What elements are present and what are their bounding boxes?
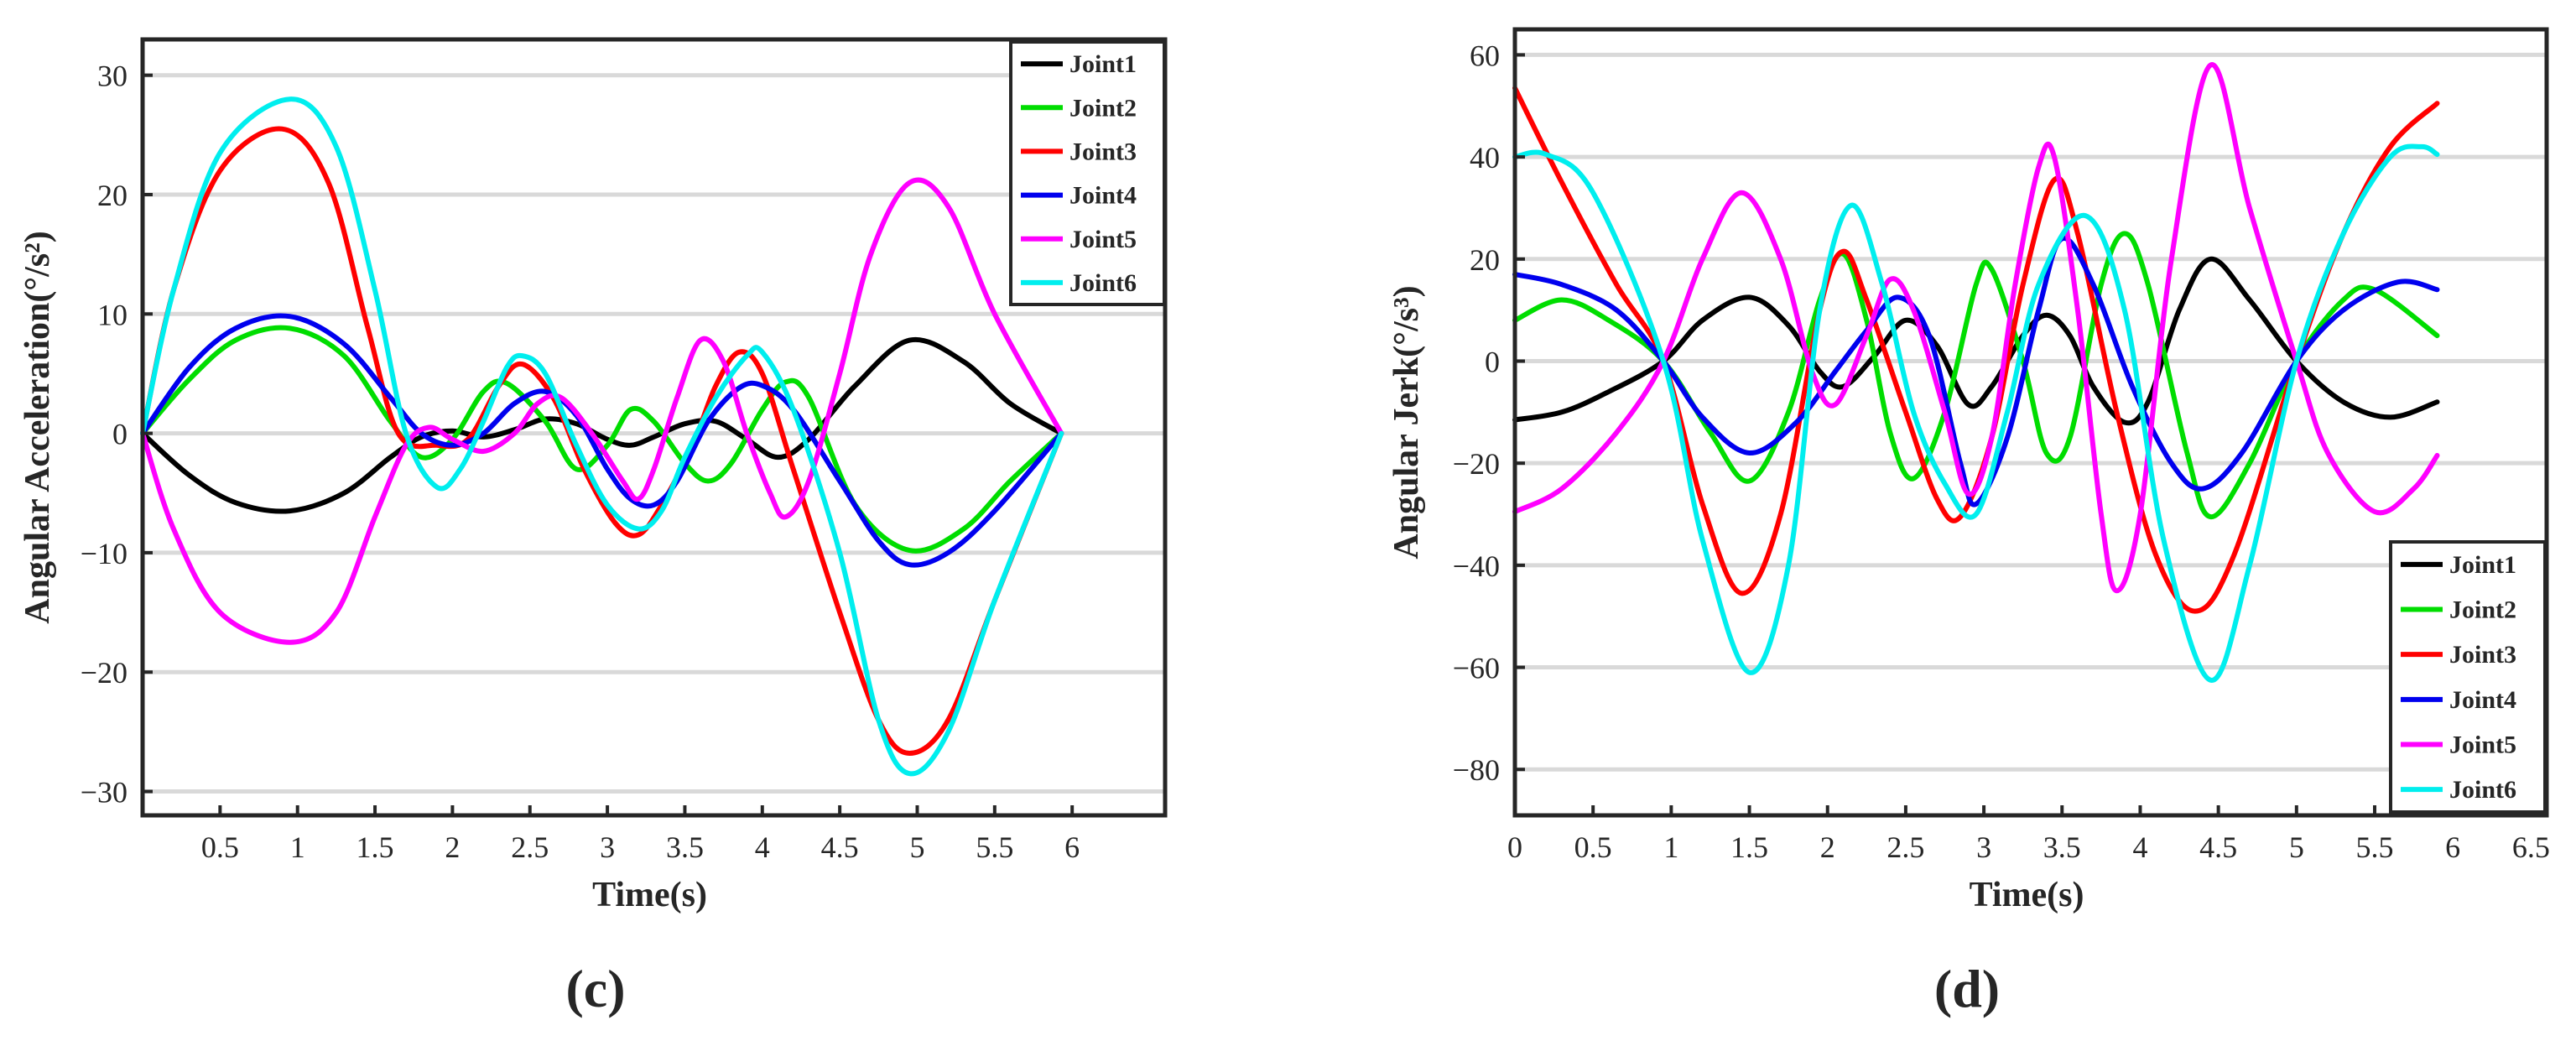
- legend-box: [1009, 40, 1166, 306]
- panel-label: (d): [1934, 959, 2000, 1018]
- x-tick-label: 4.5: [821, 830, 859, 864]
- y-tick-label: 20: [97, 179, 127, 212]
- x-tick-label: 1.5: [356, 830, 394, 864]
- legend-label: Joint4: [2449, 686, 2516, 714]
- x-tick-label: 3.5: [666, 830, 704, 864]
- x-tick-label: 3: [1976, 830, 1991, 864]
- legend-label: Joint3: [2449, 641, 2516, 669]
- legend-label: Joint5: [2449, 731, 2516, 759]
- y-tick-label: −30: [81, 776, 127, 809]
- y-tick-label: 30: [97, 60, 127, 93]
- legend-label: Joint5: [1069, 226, 1137, 253]
- series-line-joint3: [1512, 86, 2440, 614]
- x-tick-label: 2: [445, 830, 460, 864]
- x-tick-label: 3: [600, 830, 615, 864]
- legend-label: Joint3: [1069, 138, 1137, 165]
- axes-box: [1512, 27, 2549, 818]
- x-tick-label: 3.5: [2043, 830, 2081, 864]
- x-tick-label: 5: [2289, 830, 2304, 864]
- series-line-joint6: [1512, 143, 2440, 683]
- x-tick-label: 4: [755, 830, 770, 864]
- series-line-joint2: [1512, 231, 2440, 520]
- series-line-joint5: [140, 177, 1064, 645]
- legend-label: Joint2: [1069, 94, 1137, 122]
- y-tick-label: 40: [1470, 141, 1500, 174]
- y-tick-label: −60: [1453, 652, 1500, 685]
- y-tick-label: −40: [1453, 549, 1500, 583]
- legend-label: Joint6: [1069, 269, 1137, 297]
- x-tick-label: 6: [1064, 830, 1080, 864]
- x-tick-label: 6: [2445, 830, 2460, 864]
- x-tick-label: 4: [2132, 830, 2147, 864]
- x-tick-label: 5: [909, 830, 924, 864]
- y-axis-label: Angular Acceleration(°/s²): [18, 231, 57, 623]
- y-tick-label: 0: [112, 418, 127, 451]
- legend-label: Joint4: [1069, 182, 1137, 210]
- x-axis-label: Time(s): [592, 876, 707, 914]
- legend-box: [2389, 540, 2547, 814]
- y-tick-label: −20: [81, 656, 127, 690]
- y-tick-label: 20: [1470, 243, 1500, 277]
- x-tick-label: 2.5: [1886, 830, 1924, 864]
- series-line-joint6: [140, 96, 1064, 777]
- x-tick-label: 4.5: [2199, 830, 2237, 864]
- panel-label: (c): [565, 959, 625, 1018]
- legend-label: Joint6: [2449, 776, 2516, 804]
- x-tick-label: 1: [1663, 830, 1678, 864]
- series-line-joint1: [140, 336, 1064, 514]
- y-tick-label: 10: [97, 298, 127, 331]
- series-line-joint3: [140, 126, 1064, 756]
- y-tick-label: 0: [1485, 345, 1500, 378]
- legend-label: Joint1: [2449, 551, 2516, 579]
- x-tick-label: 2.5: [511, 830, 549, 864]
- x-tick-label: 0.5: [201, 830, 239, 864]
- legend-label: Joint2: [2449, 596, 2516, 624]
- x-tick-label: 0: [1507, 830, 1522, 864]
- x-tick-label: 1.5: [1730, 830, 1768, 864]
- series-line-joint1: [1512, 256, 2440, 426]
- x-tick-label: 6.5: [2512, 830, 2550, 864]
- series-line-joint5: [1512, 62, 2440, 594]
- axes-box: [140, 37, 1168, 818]
- legend-label: Joint1: [1069, 50, 1137, 78]
- chart-d: 0 0.5 1 1.5 2 2.5 3 3.5 4 4.5 5 5.5 6 6.5 60 40 20 0 −20 −4…: [1387, 27, 2550, 1018]
- x-tick-label: 5.5: [976, 830, 1013, 864]
- y-tick-label: −10: [81, 537, 127, 570]
- y-tick-label: −20: [1453, 447, 1500, 481]
- x-axis-label: Time(s): [1970, 876, 2084, 914]
- x-tick-label: 2: [1820, 830, 1835, 864]
- x-tick-label: 0.5: [1574, 830, 1612, 864]
- x-tick-label: 5.5: [2356, 830, 2394, 864]
- x-tick-label: 1: [290, 830, 305, 864]
- y-tick-label: 60: [1470, 39, 1500, 72]
- y-tick-label: −80: [1453, 753, 1500, 787]
- y-axis-label: Angular Jerk(°/s³): [1387, 285, 1426, 559]
- chart-c: 0.5 1 1.5 2 2.5 3 3.5 4 4.5 5 5.5 6 30 20 10 0 −10 −20 −30…: [18, 37, 1168, 1018]
- series-line-joint4: [140, 313, 1064, 568]
